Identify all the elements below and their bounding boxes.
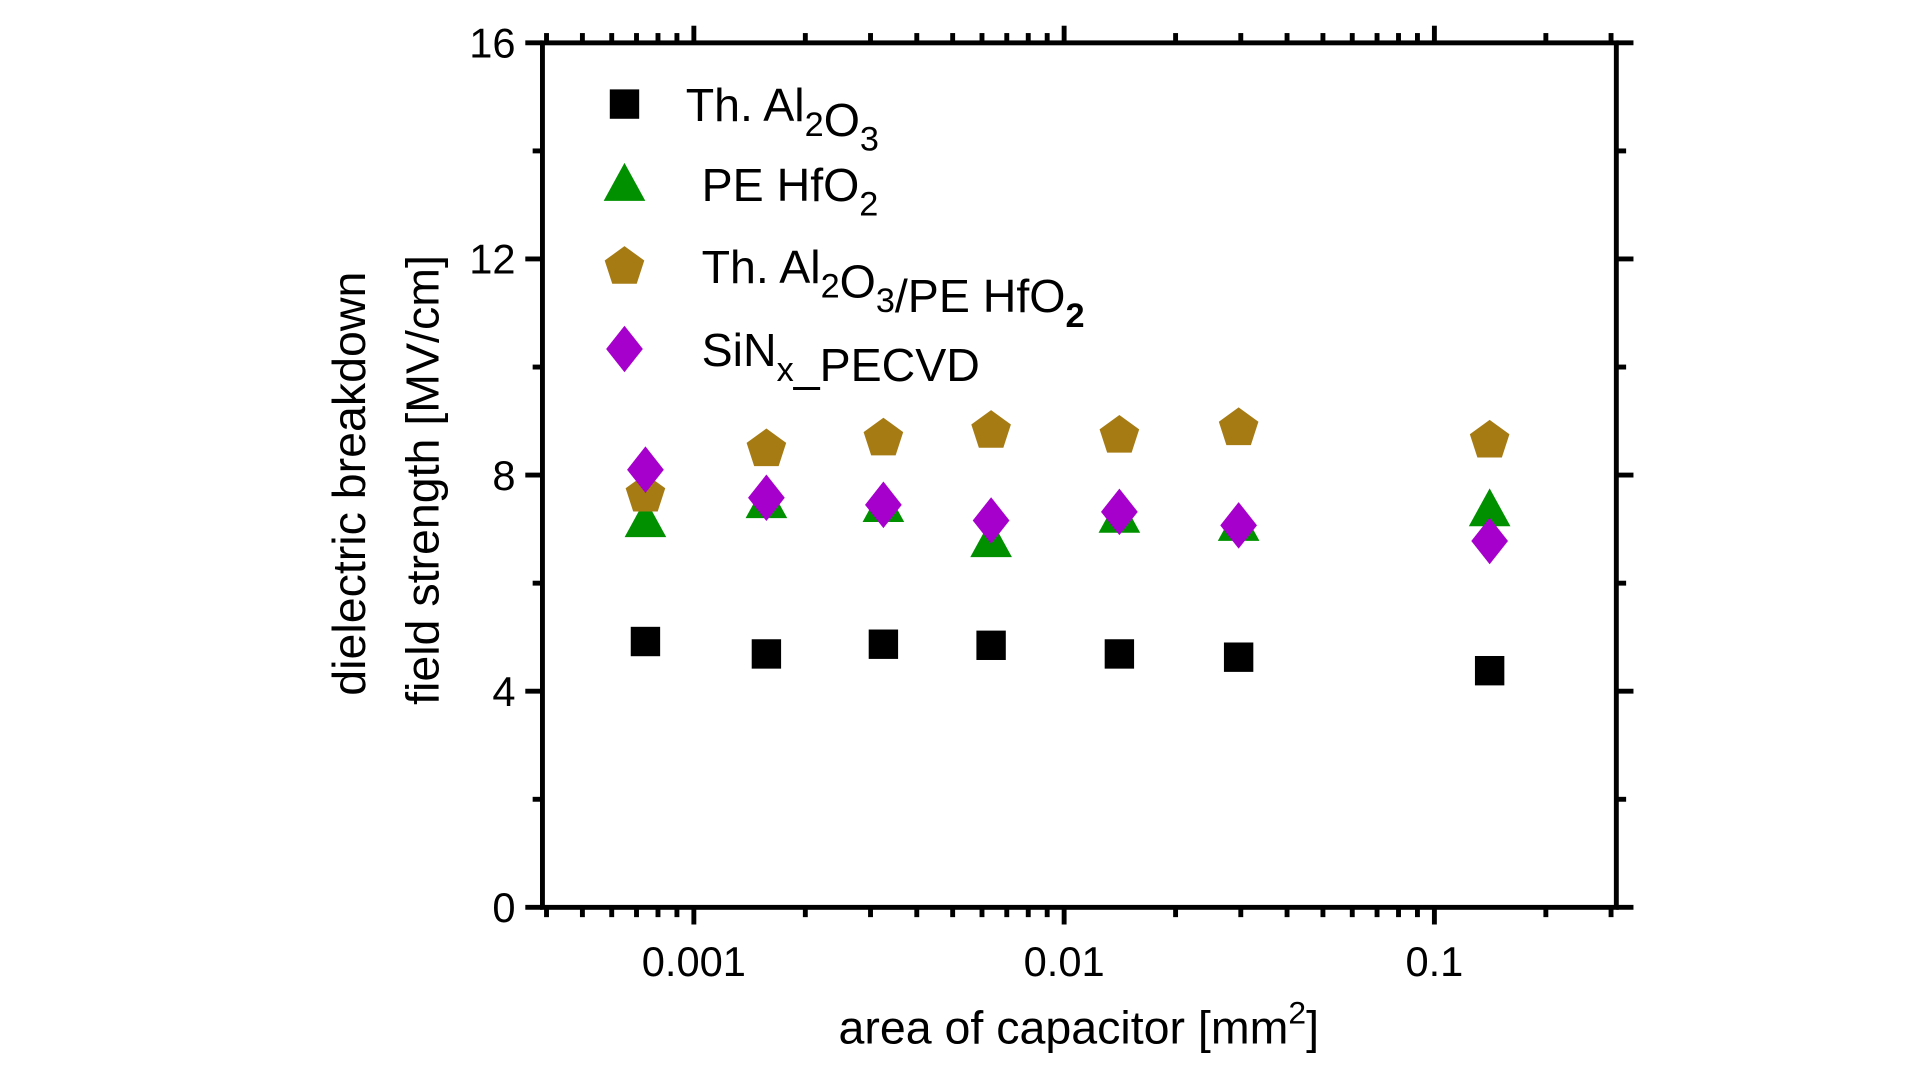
- legend-label-subscript: 2: [805, 106, 824, 144]
- legend-marker-triangle: [603, 162, 646, 201]
- legend-label-text: _PECVD: [793, 339, 980, 391]
- legend-label-subscript: 2: [821, 268, 840, 306]
- y-axis-title-line2: field strength [MV/cm]: [396, 255, 448, 705]
- legend-label-text: Th. Al: [702, 241, 821, 293]
- x-axis-title-end: ]: [1306, 1001, 1319, 1053]
- legend-marker-pentagon: [604, 246, 645, 284]
- square-point: [751, 639, 782, 669]
- pentagon-point: [1218, 407, 1259, 446]
- y-tick-label: 4: [492, 668, 515, 715]
- pentagon-point: [1099, 414, 1140, 453]
- legend-marker-diamond: [606, 325, 643, 373]
- x-axis-title-sup: 2: [1288, 995, 1306, 1031]
- x-tick-label: 0.1: [1405, 938, 1463, 985]
- legend-label-text: PE HfO: [702, 159, 860, 211]
- data-points: [624, 407, 1511, 686]
- axes: 0 4 8 12 16 0.001 0.01 0.1: [469, 20, 1634, 985]
- legend-label-subscript: 3: [876, 282, 895, 320]
- x-axis-title-main: area of capacitor [mm: [839, 1001, 1289, 1053]
- diamond-point: [748, 474, 785, 522]
- legend-label: Th. Al2O3: [686, 79, 879, 158]
- legend-label-subscript: 3: [860, 121, 879, 159]
- x-axis-title: area of capacitor [mm2]: [839, 995, 1319, 1054]
- square-point: [868, 629, 899, 659]
- square-point: [1104, 639, 1135, 669]
- y-tick-label: 16: [469, 20, 515, 67]
- legend-label-subscript: 2: [859, 186, 878, 224]
- pentagon-point: [971, 410, 1011, 448]
- x-tick-label: 0.001: [642, 938, 746, 985]
- legend-label-text: O: [840, 256, 876, 308]
- legend-label-text: Th. Al: [686, 79, 805, 131]
- legend-label: PE HfO2: [702, 159, 879, 224]
- diamond-point: [1471, 517, 1509, 565]
- legend-marker-square: [609, 89, 640, 119]
- y-tick-label: 12: [469, 236, 515, 283]
- square-point: [630, 626, 661, 657]
- diamond-point: [1101, 488, 1138, 536]
- legend-label-text: /PE HfO: [895, 270, 1066, 322]
- pentagon-point: [746, 428, 787, 467]
- series-square: [630, 626, 1505, 686]
- triangle-point: [1468, 488, 1511, 527]
- triangle-point: [624, 499, 667, 538]
- y-axis-title-line1: dielectric breakdown: [323, 272, 375, 696]
- square-point: [976, 630, 1006, 660]
- y-tick-label: 0: [492, 884, 515, 931]
- square-point: [1223, 642, 1254, 672]
- diamond-point: [1220, 502, 1257, 549]
- square-point: [1474, 655, 1505, 686]
- pentagon-point: [1469, 419, 1510, 458]
- legend-label-subscript: x: [777, 351, 794, 389]
- legend-label: Th. Al2O3/PE HfO2: [702, 241, 1085, 335]
- legend-label: SiNx_PECVD: [702, 324, 980, 391]
- legend-label-text: O: [824, 94, 860, 146]
- legend-label-text: SiN: [702, 324, 777, 376]
- y-tick-label: 8: [492, 452, 515, 499]
- diamond-point: [972, 497, 1010, 544]
- legend-label-subscript: 2: [1065, 297, 1084, 335]
- x-tick-label: 0.01: [1024, 938, 1105, 985]
- pentagon-point: [863, 417, 904, 456]
